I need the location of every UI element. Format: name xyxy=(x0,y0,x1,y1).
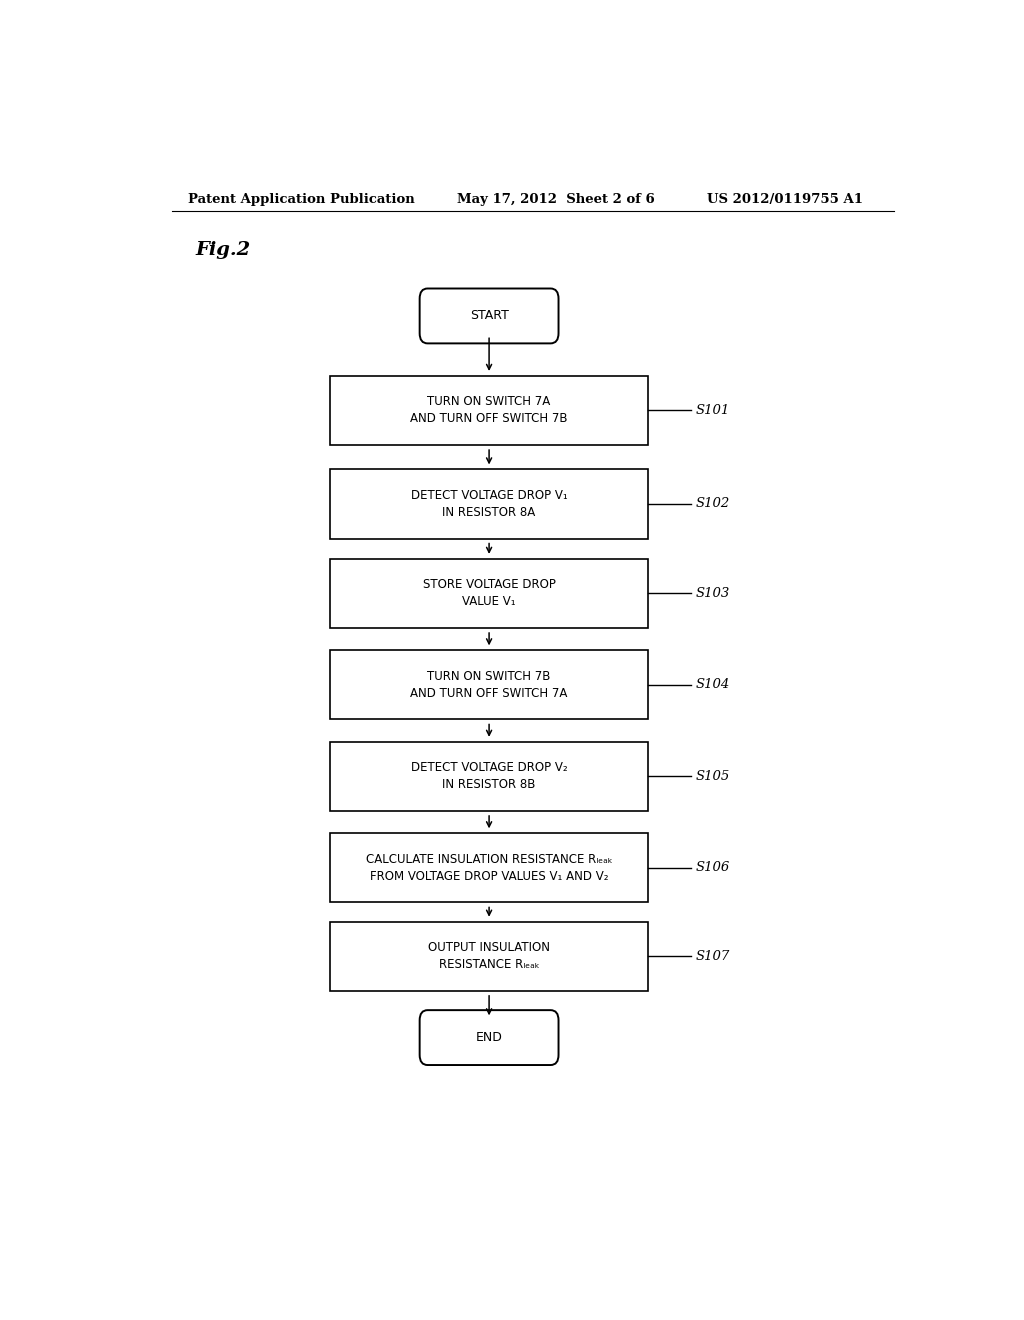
Bar xyxy=(331,558,648,628)
Text: S106: S106 xyxy=(695,862,730,874)
Text: S103: S103 xyxy=(695,587,730,599)
Text: S104: S104 xyxy=(695,678,730,692)
Text: END: END xyxy=(476,1031,503,1044)
Text: CALCULATE INSULATION RESISTANCE Rₗₑₐₖ
FROM VOLTAGE DROP VALUES V₁ AND V₂: CALCULATE INSULATION RESISTANCE Rₗₑₐₖ FR… xyxy=(366,853,612,883)
Bar xyxy=(331,921,648,991)
Text: TURN ON SWITCH 7B
AND TURN OFF SWITCH 7A: TURN ON SWITCH 7B AND TURN OFF SWITCH 7A xyxy=(411,669,567,700)
Bar xyxy=(331,742,648,810)
Text: DETECT VOLTAGE DROP V₂
IN RESISTOR 8B: DETECT VOLTAGE DROP V₂ IN RESISTOR 8B xyxy=(411,762,567,792)
Bar xyxy=(331,651,648,719)
FancyBboxPatch shape xyxy=(420,289,558,343)
Bar xyxy=(331,833,648,903)
Text: May 17, 2012  Sheet 2 of 6: May 17, 2012 Sheet 2 of 6 xyxy=(458,193,655,206)
Text: S101: S101 xyxy=(695,404,730,417)
Text: Fig.2: Fig.2 xyxy=(196,240,251,259)
Text: OUTPUT INSULATION
RESISTANCE Rₗₑₐₖ: OUTPUT INSULATION RESISTANCE Rₗₑₐₖ xyxy=(428,941,550,972)
Text: TURN ON SWITCH 7A
AND TURN OFF SWITCH 7B: TURN ON SWITCH 7A AND TURN OFF SWITCH 7B xyxy=(411,396,568,425)
Text: S102: S102 xyxy=(695,498,730,511)
Text: DETECT VOLTAGE DROP V₁
IN RESISTOR 8A: DETECT VOLTAGE DROP V₁ IN RESISTOR 8A xyxy=(411,488,567,519)
Text: US 2012/0119755 A1: US 2012/0119755 A1 xyxy=(708,193,863,206)
Text: S105: S105 xyxy=(695,770,730,783)
Text: S107: S107 xyxy=(695,950,730,962)
Text: START: START xyxy=(470,309,509,322)
Bar xyxy=(331,376,648,445)
Text: STORE VOLTAGE DROP
VALUE V₁: STORE VOLTAGE DROP VALUE V₁ xyxy=(423,578,556,609)
FancyBboxPatch shape xyxy=(420,1010,558,1065)
Text: Patent Application Publication: Patent Application Publication xyxy=(187,193,415,206)
Bar xyxy=(331,470,648,539)
